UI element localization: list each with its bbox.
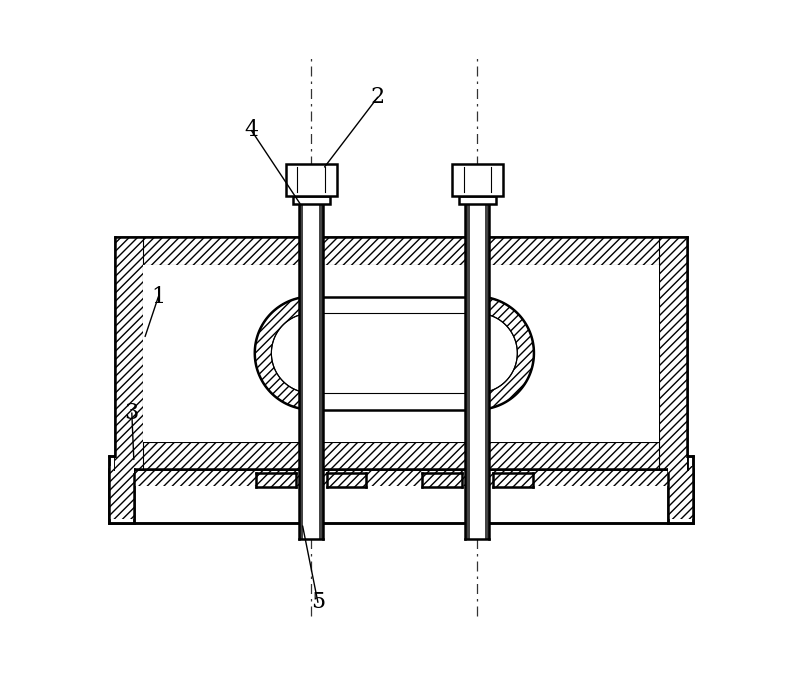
Bar xyxy=(271,268,517,438)
Bar xyxy=(115,237,687,470)
Bar xyxy=(465,203,489,539)
Text: 1: 1 xyxy=(152,285,165,308)
Bar xyxy=(143,237,659,264)
Bar xyxy=(299,203,303,539)
Bar xyxy=(659,237,687,470)
Text: 2: 2 xyxy=(371,86,385,108)
Bar xyxy=(115,458,134,472)
Text: 4: 4 xyxy=(245,119,258,141)
Bar xyxy=(143,441,659,470)
Bar xyxy=(668,458,687,472)
Bar xyxy=(108,470,694,523)
Bar xyxy=(423,472,462,487)
Polygon shape xyxy=(477,297,534,410)
Bar xyxy=(108,456,134,523)
Bar xyxy=(115,237,143,470)
Bar xyxy=(319,203,323,539)
Bar xyxy=(108,466,134,520)
Bar xyxy=(326,472,367,487)
Bar xyxy=(668,466,694,520)
Bar xyxy=(492,472,533,487)
Bar xyxy=(134,470,668,486)
Bar xyxy=(668,456,694,523)
Text: 3: 3 xyxy=(124,402,139,424)
Bar xyxy=(286,164,337,196)
Bar xyxy=(299,203,323,539)
Text: 5: 5 xyxy=(311,592,325,613)
Bar xyxy=(485,203,489,539)
Bar xyxy=(459,196,496,203)
Bar xyxy=(256,472,296,487)
Bar xyxy=(465,203,470,539)
Bar xyxy=(143,264,659,441)
Bar xyxy=(293,196,330,203)
Bar xyxy=(452,164,503,196)
Polygon shape xyxy=(255,297,311,410)
